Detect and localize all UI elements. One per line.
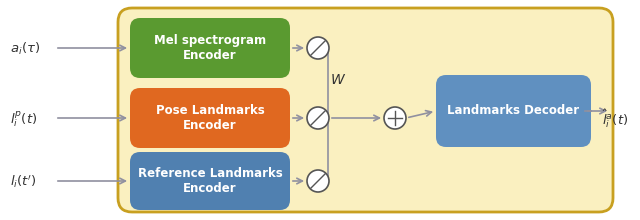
Circle shape <box>307 107 329 129</box>
Text: $a_i(\tau)$: $a_i(\tau)$ <box>10 41 40 57</box>
Circle shape <box>307 170 329 192</box>
Text: $\hat{l}_i^a(t)$: $\hat{l}_i^a(t)$ <box>602 108 628 130</box>
Text: $W$: $W$ <box>330 73 346 87</box>
Text: Pose Landmarks
Encoder: Pose Landmarks Encoder <box>156 104 264 132</box>
FancyBboxPatch shape <box>118 8 613 212</box>
FancyBboxPatch shape <box>130 152 290 210</box>
Circle shape <box>307 37 329 59</box>
Text: Reference Landmarks
Encoder: Reference Landmarks Encoder <box>138 167 282 195</box>
FancyBboxPatch shape <box>130 88 290 148</box>
Text: Landmarks Decoder: Landmarks Decoder <box>447 104 580 117</box>
Text: Mel spectrogram
Encoder: Mel spectrogram Encoder <box>154 34 266 62</box>
Text: $l_i(t')$: $l_i(t')$ <box>10 174 36 190</box>
FancyBboxPatch shape <box>436 75 591 147</box>
FancyBboxPatch shape <box>130 18 290 78</box>
Text: $l_i^p(t)$: $l_i^p(t)$ <box>10 109 37 129</box>
Circle shape <box>384 107 406 129</box>
